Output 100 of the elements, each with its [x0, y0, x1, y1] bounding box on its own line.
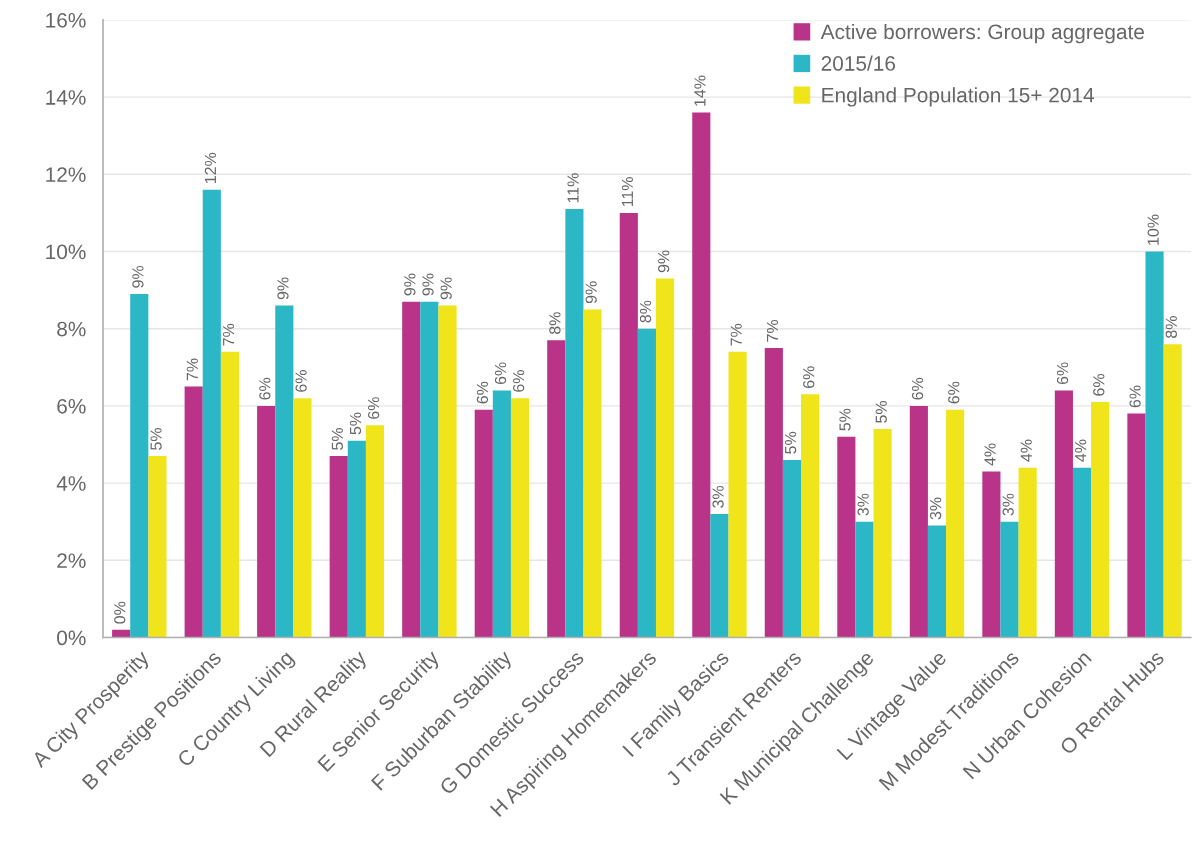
bar: [728, 351, 747, 638]
bar: [927, 525, 947, 638]
bar: [438, 305, 457, 638]
data-label: 5%: [150, 428, 162, 450]
data-label: 12%: [204, 152, 217, 183]
y-tick-label: 12%: [46, 167, 86, 182]
y-tick-label: 8%: [57, 321, 86, 337]
bar: [801, 394, 820, 638]
data-label: 9%: [132, 265, 144, 288]
bar: [420, 301, 439, 638]
data-label: 5%: [785, 431, 797, 454]
y-tick-label: 6%: [57, 398, 86, 414]
bar: [1127, 413, 1146, 638]
bar: [1018, 467, 1037, 638]
data-label: 7%: [222, 323, 235, 346]
bar: [1072, 467, 1092, 638]
bar: [148, 456, 167, 638]
data-label: 8%: [639, 300, 652, 323]
bar: [946, 409, 965, 638]
bar: [275, 305, 294, 638]
bar: [619, 212, 638, 638]
data-label: 3%: [712, 485, 724, 508]
bar: [837, 436, 856, 638]
data-label: 14%: [694, 75, 706, 106]
data-label: 6%: [512, 370, 525, 392]
bar: [1145, 251, 1164, 638]
data-label: 5%: [331, 428, 343, 450]
y-tick-label: 16%: [46, 12, 86, 28]
bar: [782, 459, 802, 638]
data-label: 9%: [277, 277, 289, 300]
data-label: 4%: [1020, 439, 1032, 462]
data-label: 4%: [984, 443, 996, 466]
data-label: 6%: [295, 370, 307, 392]
bar: [1054, 390, 1073, 638]
data-label: 7%: [186, 358, 198, 381]
data-label: 6%: [911, 377, 924, 400]
data-label: 11%: [567, 173, 579, 203]
bar: [112, 629, 131, 638]
data-label: 7%: [730, 323, 742, 346]
data-label: 10%: [1147, 214, 1159, 245]
legend-label: 2015/16: [821, 55, 896, 71]
data-label: 9%: [404, 273, 416, 296]
bar: [1000, 521, 1019, 638]
bar: [583, 309, 602, 638]
data-label: 6%: [494, 362, 507, 385]
bar: [257, 405, 276, 638]
legend-label: England Population 15+ 2014: [822, 87, 1095, 107]
data-label: 7%: [766, 319, 779, 342]
bar: [764, 348, 783, 638]
data-label: 5%: [349, 412, 362, 435]
bar: [347, 440, 366, 638]
data-label: 4%: [1075, 439, 1087, 462]
bar: [909, 405, 928, 638]
bar: [492, 390, 511, 638]
data-label: 6%: [1129, 385, 1141, 408]
data-label: 5%: [839, 408, 851, 431]
bar: [130, 293, 149, 638]
bar: [293, 398, 312, 638]
bar: [202, 189, 221, 638]
data-label: 9%: [585, 281, 597, 304]
legend-label: Active borrowers: Group aggregate: [820, 23, 1144, 44]
data-label: 6%: [367, 397, 380, 419]
y-tick-label: 2%: [57, 553, 86, 568]
data-label: 11%: [621, 177, 634, 207]
data-label: 9%: [658, 250, 670, 273]
data-label: 3%: [929, 497, 942, 520]
data-label: 8%: [1165, 316, 1177, 338]
bar: [655, 278, 675, 638]
data-label: 6%: [259, 377, 271, 400]
bar: [510, 398, 530, 638]
bar: [1163, 344, 1182, 638]
data-label: 6%: [476, 381, 489, 404]
bar: [692, 112, 711, 638]
y-tick-label: 0%: [57, 630, 86, 646]
y-tick-label: 4%: [56, 476, 86, 491]
y-tick-label: 10%: [46, 244, 86, 260]
data-label: 0%: [114, 601, 126, 624]
bar: [637, 328, 656, 638]
data-label: 9%: [422, 273, 434, 296]
bar: [1091, 402, 1110, 638]
bar: [329, 456, 348, 638]
bar: [220, 351, 239, 638]
data-label: 5%: [875, 400, 887, 423]
bar: [710, 513, 729, 638]
bar: [474, 409, 493, 638]
data-label: 3%: [1002, 493, 1014, 516]
data-label: 9%: [440, 277, 452, 300]
data-label: 6%: [948, 381, 960, 404]
data-label: 8%: [549, 312, 561, 335]
bar: [565, 209, 584, 638]
bar: [855, 521, 874, 638]
data-label: 3%: [857, 493, 869, 516]
bar: [184, 386, 203, 638]
bar: [873, 429, 892, 638]
data-label: 6%: [1093, 373, 1105, 396]
bar: [982, 471, 1001, 638]
bar: [402, 301, 421, 638]
y-tick-label: 14%: [46, 90, 86, 105]
bar: [547, 340, 566, 638]
bar: [365, 425, 385, 638]
